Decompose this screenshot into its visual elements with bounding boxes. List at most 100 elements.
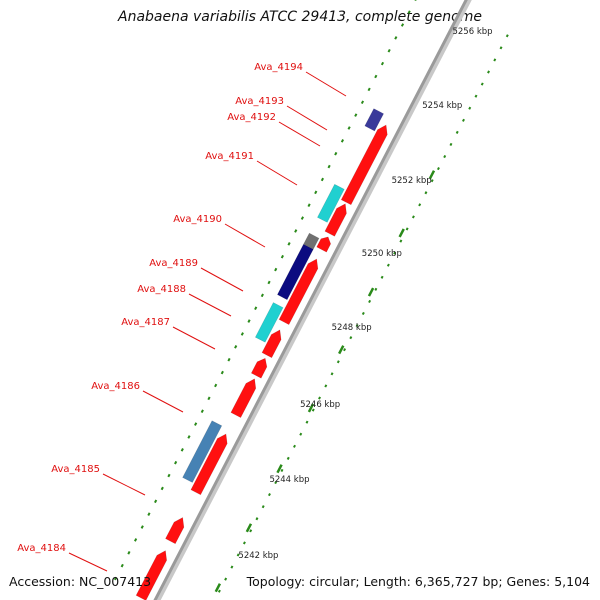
- gene-leader-line: [256, 160, 298, 186]
- scale-dot: [505, 34, 509, 38]
- scale-dot: [343, 348, 347, 352]
- scale-dot: [311, 408, 315, 412]
- track-dot: [167, 473, 171, 478]
- scale-dot: [405, 227, 409, 231]
- track-dot: [400, 23, 405, 27]
- scale-dot: [330, 372, 334, 376]
- scale-dot: [443, 154, 447, 159]
- scale-major-tick: [338, 345, 345, 355]
- scale-label: 5250 kbp: [362, 249, 402, 259]
- track-dot: [247, 319, 251, 323]
- gene-arrow-forward: [230, 378, 257, 419]
- scale-dot: [462, 118, 465, 122]
- scale-label: 5248 kbp: [332, 323, 372, 333]
- gene-arrow-forward: [340, 124, 388, 206]
- scale-dot: [430, 179, 434, 183]
- scale-dot: [399, 239, 403, 243]
- track-dot: [214, 383, 218, 388]
- track-dot: [207, 396, 211, 401]
- gene-arrow-forward: [316, 236, 332, 253]
- scale-dot: [380, 275, 384, 279]
- track-dot: [320, 177, 325, 182]
- scale-dot: [261, 505, 265, 509]
- scale-dot: [217, 589, 221, 593]
- gene-block-navy-top: [364, 108, 385, 132]
- scale-dot: [299, 432, 303, 436]
- track-dot: [347, 126, 351, 130]
- scale-dot: [305, 420, 309, 424]
- genome-summary-text: Topology: circular; Length: 6,365,727 bp…: [246, 574, 590, 589]
- scale-dot: [424, 191, 428, 195]
- gene-leader-line: [278, 121, 321, 147]
- gene-label: Ava_4191: [205, 151, 254, 162]
- track-dot: [387, 48, 391, 53]
- scale-dot: [224, 577, 228, 581]
- scale-label: 5242 kbp: [238, 551, 278, 561]
- gene-arrow-forward: [324, 203, 347, 237]
- gene-leader-line: [142, 390, 184, 413]
- track-dot: [254, 306, 258, 311]
- track-dot: [147, 512, 151, 516]
- backbone-line: [153, 0, 468, 600]
- gene-label: Ava_4185: [51, 464, 100, 475]
- gene-label: Ava_4187: [121, 317, 170, 328]
- track-dot: [154, 499, 158, 504]
- track-dot: [287, 242, 291, 246]
- track-dot: [227, 357, 231, 362]
- track-dot: [267, 280, 271, 285]
- scale-dot: [236, 553, 240, 557]
- gene-leader-line: [68, 552, 108, 572]
- scale-dot: [499, 46, 503, 50]
- scale-dot: [286, 456, 290, 460]
- scale-dot: [293, 444, 296, 448]
- scale-dot: [336, 360, 340, 364]
- gene-leader-line: [305, 71, 347, 97]
- scale-dot: [374, 287, 378, 291]
- gene-label: Ava_4193: [235, 96, 284, 107]
- gene-block-cyan: [316, 183, 345, 223]
- scale-label: 5254 kbp: [422, 101, 462, 111]
- track-dot: [187, 435, 191, 439]
- track-dot: [407, 10, 411, 14]
- scale-label: 5244 kbp: [269, 475, 309, 485]
- track-dot: [280, 254, 284, 259]
- gene-label: Ava_4189: [149, 258, 198, 269]
- gene-leader-line: [172, 326, 216, 350]
- gene-arrow-forward: [250, 357, 268, 379]
- scale-dot: [324, 384, 328, 388]
- track-dot: [113, 576, 118, 581]
- scale-dot: [255, 517, 259, 521]
- track-dot: [127, 551, 131, 555]
- track-dot: [340, 139, 345, 143]
- track-dot: [160, 486, 164, 491]
- track-dot: [380, 61, 385, 66]
- track-dot: [120, 563, 124, 568]
- track-dot: [354, 113, 358, 117]
- scale-label: 5256 kbp: [452, 27, 492, 37]
- track-dot: [360, 100, 365, 105]
- accession-text: Accession: NC_007413: [9, 574, 152, 589]
- track-dot: [314, 190, 318, 195]
- scale-dot: [349, 336, 353, 340]
- scale-label: 5252 kbp: [392, 176, 432, 186]
- track-dot: [140, 525, 144, 529]
- scale-dot: [249, 529, 253, 533]
- gene-label: Ava_4184: [17, 543, 66, 554]
- scale-label: 5246 kbp: [300, 400, 340, 410]
- scale-dot: [487, 70, 490, 74]
- gene-leader-line: [200, 267, 244, 292]
- scale-dot: [318, 396, 321, 400]
- scale-dot: [361, 311, 365, 316]
- scale-dot: [355, 323, 359, 328]
- scale-major-tick: [307, 403, 315, 413]
- track-dot: [274, 267, 278, 272]
- gene-label: Ava_4186: [91, 381, 140, 392]
- scale-major-tick: [276, 464, 283, 474]
- gene-leader-line: [286, 105, 328, 131]
- gene-arrow-forward: [190, 433, 228, 496]
- scale-major-tick: [398, 228, 405, 238]
- track-dot: [194, 422, 198, 426]
- scale-dot: [449, 142, 453, 147]
- genome-title: Anabaena variabilis ATCC 29413, complete…: [118, 9, 482, 25]
